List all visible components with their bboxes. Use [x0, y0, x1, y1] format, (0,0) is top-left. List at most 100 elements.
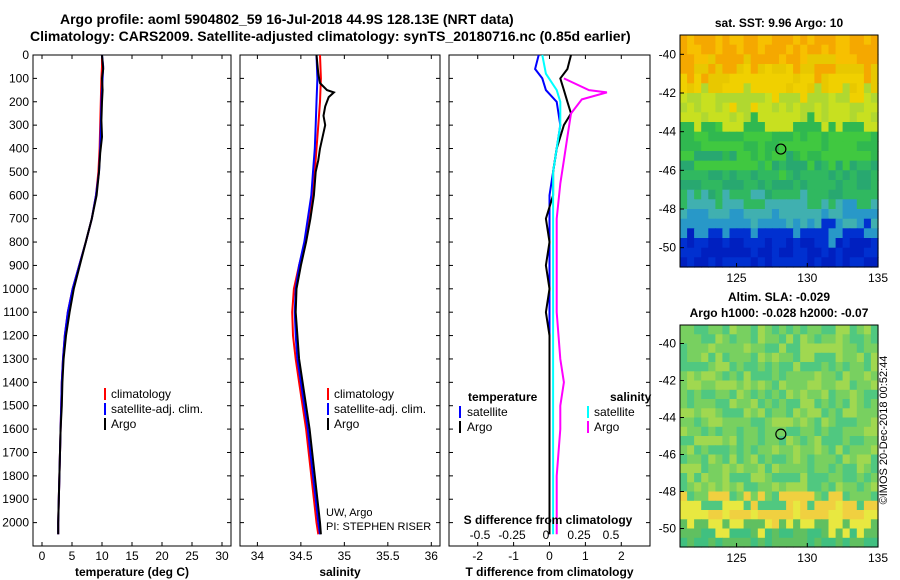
sla_map-cell [814, 473, 823, 483]
sst_map-cell [680, 83, 688, 94]
sla_map-cell [793, 343, 801, 354]
sst_map-cell [722, 83, 731, 94]
sla_map-argo-marker [775, 428, 787, 440]
sla_map-cell [701, 389, 709, 400]
sla_map-cell [722, 537, 731, 548]
sla_map-cell [828, 500, 837, 511]
sst_map-cell [771, 54, 780, 65]
sst_map-cell [849, 180, 858, 191]
sst_map-cell [807, 141, 815, 152]
sla_map-cell [729, 500, 738, 511]
sst_map-cell [687, 122, 695, 133]
sst_map-cell [687, 102, 695, 113]
sst_map-cell [757, 199, 766, 210]
sla_map-cell [828, 528, 837, 539]
sst_map-cell [708, 141, 716, 152]
sla_map-cell [870, 491, 879, 502]
sla_map-cell [800, 528, 808, 539]
sla_map-cell [743, 352, 752, 363]
sla_map-cell [715, 371, 724, 382]
sla_map-cell [828, 426, 837, 437]
sla_map-cell [701, 510, 709, 520]
sla_map-cell [743, 537, 752, 548]
sla_map-cell [680, 380, 688, 391]
sla_map-cell [687, 408, 695, 419]
sla_map-cell [715, 519, 724, 530]
sst_map-cell [764, 160, 773, 171]
sla_map-cell [835, 454, 844, 465]
sla_map-cell [863, 500, 872, 511]
sst_map-cell [680, 73, 688, 84]
sst_map-cell [814, 180, 823, 191]
sst_map-cell [687, 218, 695, 229]
sla_map-cell [842, 510, 851, 520]
sst_map-cell [814, 102, 823, 113]
sla_map-cell [708, 436, 716, 446]
sla_map-cell [793, 399, 801, 409]
sla_map-cell [870, 445, 879, 456]
sst_map-cell [757, 170, 766, 181]
salinity-xtick-label: 34.5 [289, 549, 313, 563]
sla_map-cell [814, 426, 823, 437]
sla_map-cell [764, 482, 773, 493]
sla_map-cell [687, 334, 695, 345]
sla_map-cell [863, 436, 872, 446]
sla_map-cell [800, 325, 808, 335]
sst_map-cell [786, 112, 794, 123]
sla_map-cell [807, 519, 815, 530]
sla_map-cell [680, 491, 688, 502]
sst_map-cell [750, 160, 759, 171]
sla_map-cell [743, 380, 752, 391]
sst_map-cell [863, 112, 872, 123]
sla_map-cell [779, 389, 787, 400]
sla_map-cell [729, 399, 738, 409]
sla_map-cell [757, 454, 766, 465]
depth-tick-label: 900 [9, 258, 29, 272]
sla_map-cell [800, 343, 808, 354]
sst_map-cell [807, 35, 815, 46]
sst_map-cell [771, 122, 780, 133]
sst_map-cell [870, 151, 879, 162]
sst_map-cell [701, 141, 709, 152]
sst_map-cell [687, 54, 695, 65]
sst_map-cell [771, 102, 780, 113]
sst_map-cell [835, 218, 844, 229]
sst_map-cell [793, 73, 801, 84]
sla_map-cell [870, 362, 879, 372]
sla_map-cell [835, 399, 844, 409]
sla_map-cell [722, 389, 731, 400]
sla_map-cell [743, 463, 752, 474]
sla_map-cell [715, 352, 724, 363]
sst_map-cell [842, 102, 851, 113]
sst_map-cell [722, 141, 731, 152]
sla_map-cell [779, 454, 787, 465]
sst_map-cell [750, 64, 759, 75]
sla_map-cell [849, 325, 858, 335]
sst_map-ytick-label: -46 [659, 163, 677, 177]
sla_map-cell [750, 399, 759, 409]
sla_map-cell [835, 325, 844, 335]
sst_map-cell [750, 73, 759, 84]
sla_map-cell [680, 454, 688, 465]
sst_map-cell [786, 257, 794, 268]
sla_map-cell [814, 463, 823, 474]
sla_map-cell [687, 362, 695, 372]
sla_map-cell [750, 426, 759, 437]
sst_map-cell [694, 93, 702, 104]
sla_map-cell [708, 519, 716, 530]
sst_map-cell [687, 209, 695, 220]
sst_map-cell [757, 247, 766, 258]
sla_map-cell [729, 491, 738, 502]
sst_map-cell [849, 83, 858, 94]
sla_map-cell [856, 371, 865, 382]
sla_map-cell [821, 510, 830, 520]
sla_map-cell [800, 426, 808, 437]
sst_map-cell [828, 199, 837, 210]
sst_map-cell [743, 122, 752, 133]
sst_map-cell [701, 238, 709, 249]
temperature-xlabel: temperature (deg C) [75, 565, 189, 579]
sst_map-cell [835, 189, 844, 200]
sst_map-cell [863, 131, 872, 142]
figure-title-line1: Argo profile: aoml 5904802_59 16-Jul-201… [60, 11, 514, 27]
sla_map-cell [814, 408, 823, 419]
